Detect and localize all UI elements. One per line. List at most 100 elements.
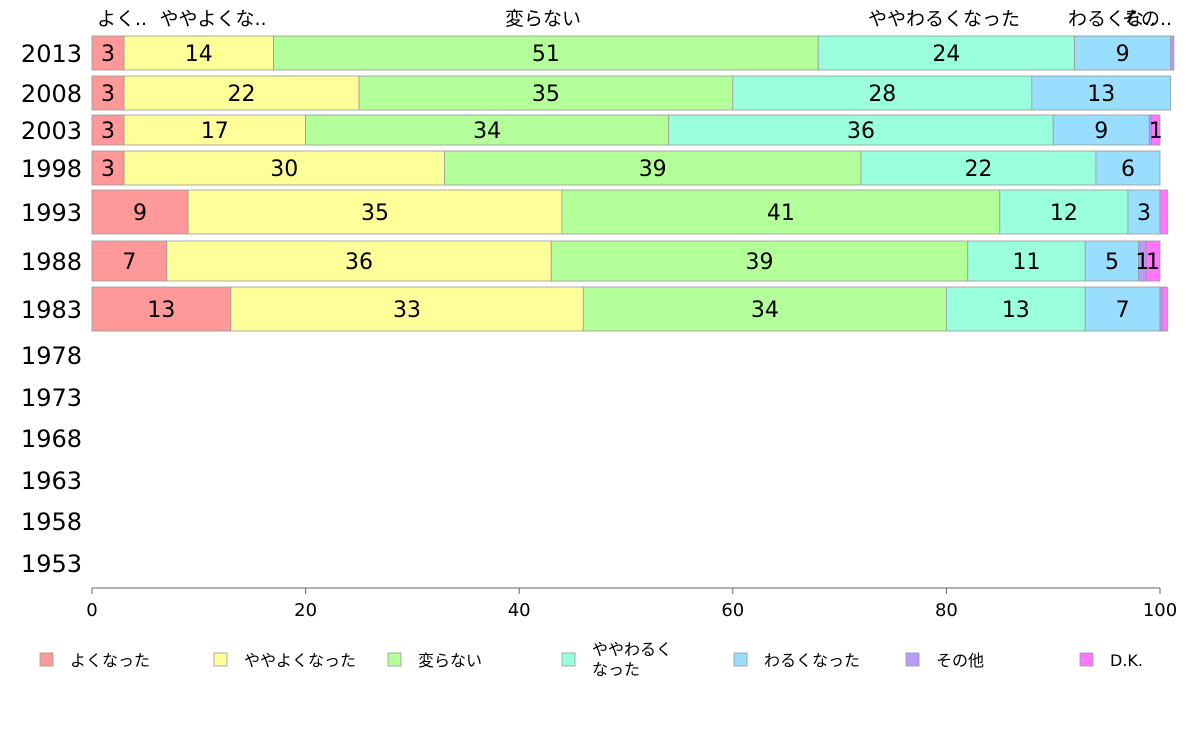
bar-segment (668, 114, 1054, 146)
bar-segment (561, 189, 1001, 235)
x-tick-label: 0 (86, 600, 97, 621)
legend-label: ややわるくなった (592, 640, 672, 679)
top-category-label: ややよくな.. (159, 8, 266, 30)
bar-value-label: 39 (639, 157, 667, 182)
bar-value-label: 3 (101, 42, 115, 67)
bar-value-label: 3 (101, 82, 115, 107)
legend-swatch (561, 652, 576, 667)
legend-label: わるくなった (764, 651, 860, 670)
bar-segment (166, 240, 552, 282)
bar-segment (1052, 114, 1150, 146)
bar-value-label: 36 (847, 119, 875, 144)
bar-segment (123, 150, 445, 186)
bar-segment (305, 114, 670, 146)
bar-value-label: 1 (1146, 250, 1160, 275)
row-label: 1978 (21, 342, 82, 370)
bar-value-label: 5 (1105, 250, 1119, 275)
legend-swatch (733, 652, 748, 667)
bar-value-label: 24 (932, 42, 960, 67)
bar-value-label: 17 (201, 119, 229, 144)
row-label: 1958 (21, 508, 82, 536)
bar-segment (732, 75, 1033, 111)
x-tick-label: 40 (508, 600, 531, 621)
bar-value-label: 13 (147, 298, 175, 323)
bar-value-label: 30 (270, 157, 298, 182)
bar-segment (1161, 286, 1168, 332)
bar-value-label: 9 (133, 201, 147, 226)
x-tick-label: 60 (721, 600, 744, 621)
bar-segment (1074, 35, 1172, 71)
bar-segment (550, 240, 969, 282)
legend-label: よくなった (70, 651, 150, 670)
x-tick-label: 100 (1143, 600, 1177, 621)
legend-swatch (1079, 652, 1094, 667)
legend-label: その他 (936, 651, 984, 670)
top-category-label: よく.. (97, 8, 147, 30)
bar-value-label: 28 (868, 82, 896, 107)
bar-value-label: 14 (185, 42, 213, 67)
bar-value-label: 1 (1135, 250, 1149, 275)
legend-swatch (387, 652, 402, 667)
top-category-label: その.. (1122, 8, 1172, 30)
row-label: 1973 (21, 384, 82, 412)
bar-segment (187, 189, 563, 235)
bar-value-label: 1 (1149, 119, 1163, 144)
bar-segment (1095, 150, 1161, 186)
bar-segment (123, 114, 306, 146)
bar-segment (1151, 114, 1161, 146)
bar-segment (91, 150, 125, 186)
bar-segment (91, 286, 232, 332)
bar-value-label: 34 (751, 298, 779, 323)
row-label: 2008 (21, 80, 82, 108)
bar-value-label: 34 (473, 119, 501, 144)
bar-segment (1159, 189, 1168, 235)
row-label: 1988 (21, 248, 82, 276)
bar-value-label: 51 (532, 42, 560, 67)
bar-value-label: 22 (964, 157, 992, 182)
bar-value-label: 9 (1094, 119, 1108, 144)
bar-segment (1084, 286, 1161, 332)
legend-label: ややよくなった (244, 651, 356, 670)
bar-segment (91, 189, 189, 235)
x-tick-label: 80 (935, 600, 958, 621)
bar-value-label: 7 (122, 250, 136, 275)
bar-value-label: 35 (532, 82, 560, 107)
bar-value-label: 3 (101, 157, 115, 182)
x-tick-label: 20 (294, 600, 317, 621)
top-category-label: ややわるくなった (868, 8, 1020, 30)
legend-label: D.K. (1110, 651, 1143, 670)
bar-value-label: 33 (393, 298, 421, 323)
bar-value-label: 12 (1050, 201, 1078, 226)
bar-segment (1084, 240, 1140, 282)
bar-segment (1170, 35, 1175, 71)
bar-segment (946, 286, 1086, 332)
bar-value-label: 9 (1116, 42, 1130, 67)
row-label: 2003 (21, 117, 82, 145)
bar-segment (358, 75, 734, 111)
bar-value-label: 41 (767, 201, 795, 226)
legend-swatch (213, 652, 228, 667)
bar-segment (91, 114, 125, 146)
legend-label: 変らない (418, 651, 482, 670)
top-category-label: わるくな.. (1068, 8, 1156, 30)
bar-value-label: 35 (361, 201, 389, 226)
bar-value-label: 11 (1013, 250, 1041, 275)
bar-segment (444, 150, 862, 186)
bar-segment (1127, 189, 1161, 235)
bar-value-label: 13 (1087, 82, 1115, 107)
bar-segment (582, 286, 947, 332)
bar-value-label: 22 (228, 82, 256, 107)
row-label: 1993 (21, 199, 82, 227)
bar-value-label: 3 (101, 119, 115, 144)
bar-segment (123, 35, 274, 71)
bar-segment (860, 150, 1097, 186)
row-label: 1998 (21, 155, 82, 183)
legend-swatch (905, 652, 920, 667)
bar-value-label: 39 (746, 250, 774, 275)
row-label: 2013 (21, 40, 82, 68)
bar-value-label: 6 (1121, 157, 1135, 182)
bar-segment (1031, 75, 1172, 111)
bar-segment (123, 75, 360, 111)
top-category-label: 変らない (505, 8, 581, 30)
